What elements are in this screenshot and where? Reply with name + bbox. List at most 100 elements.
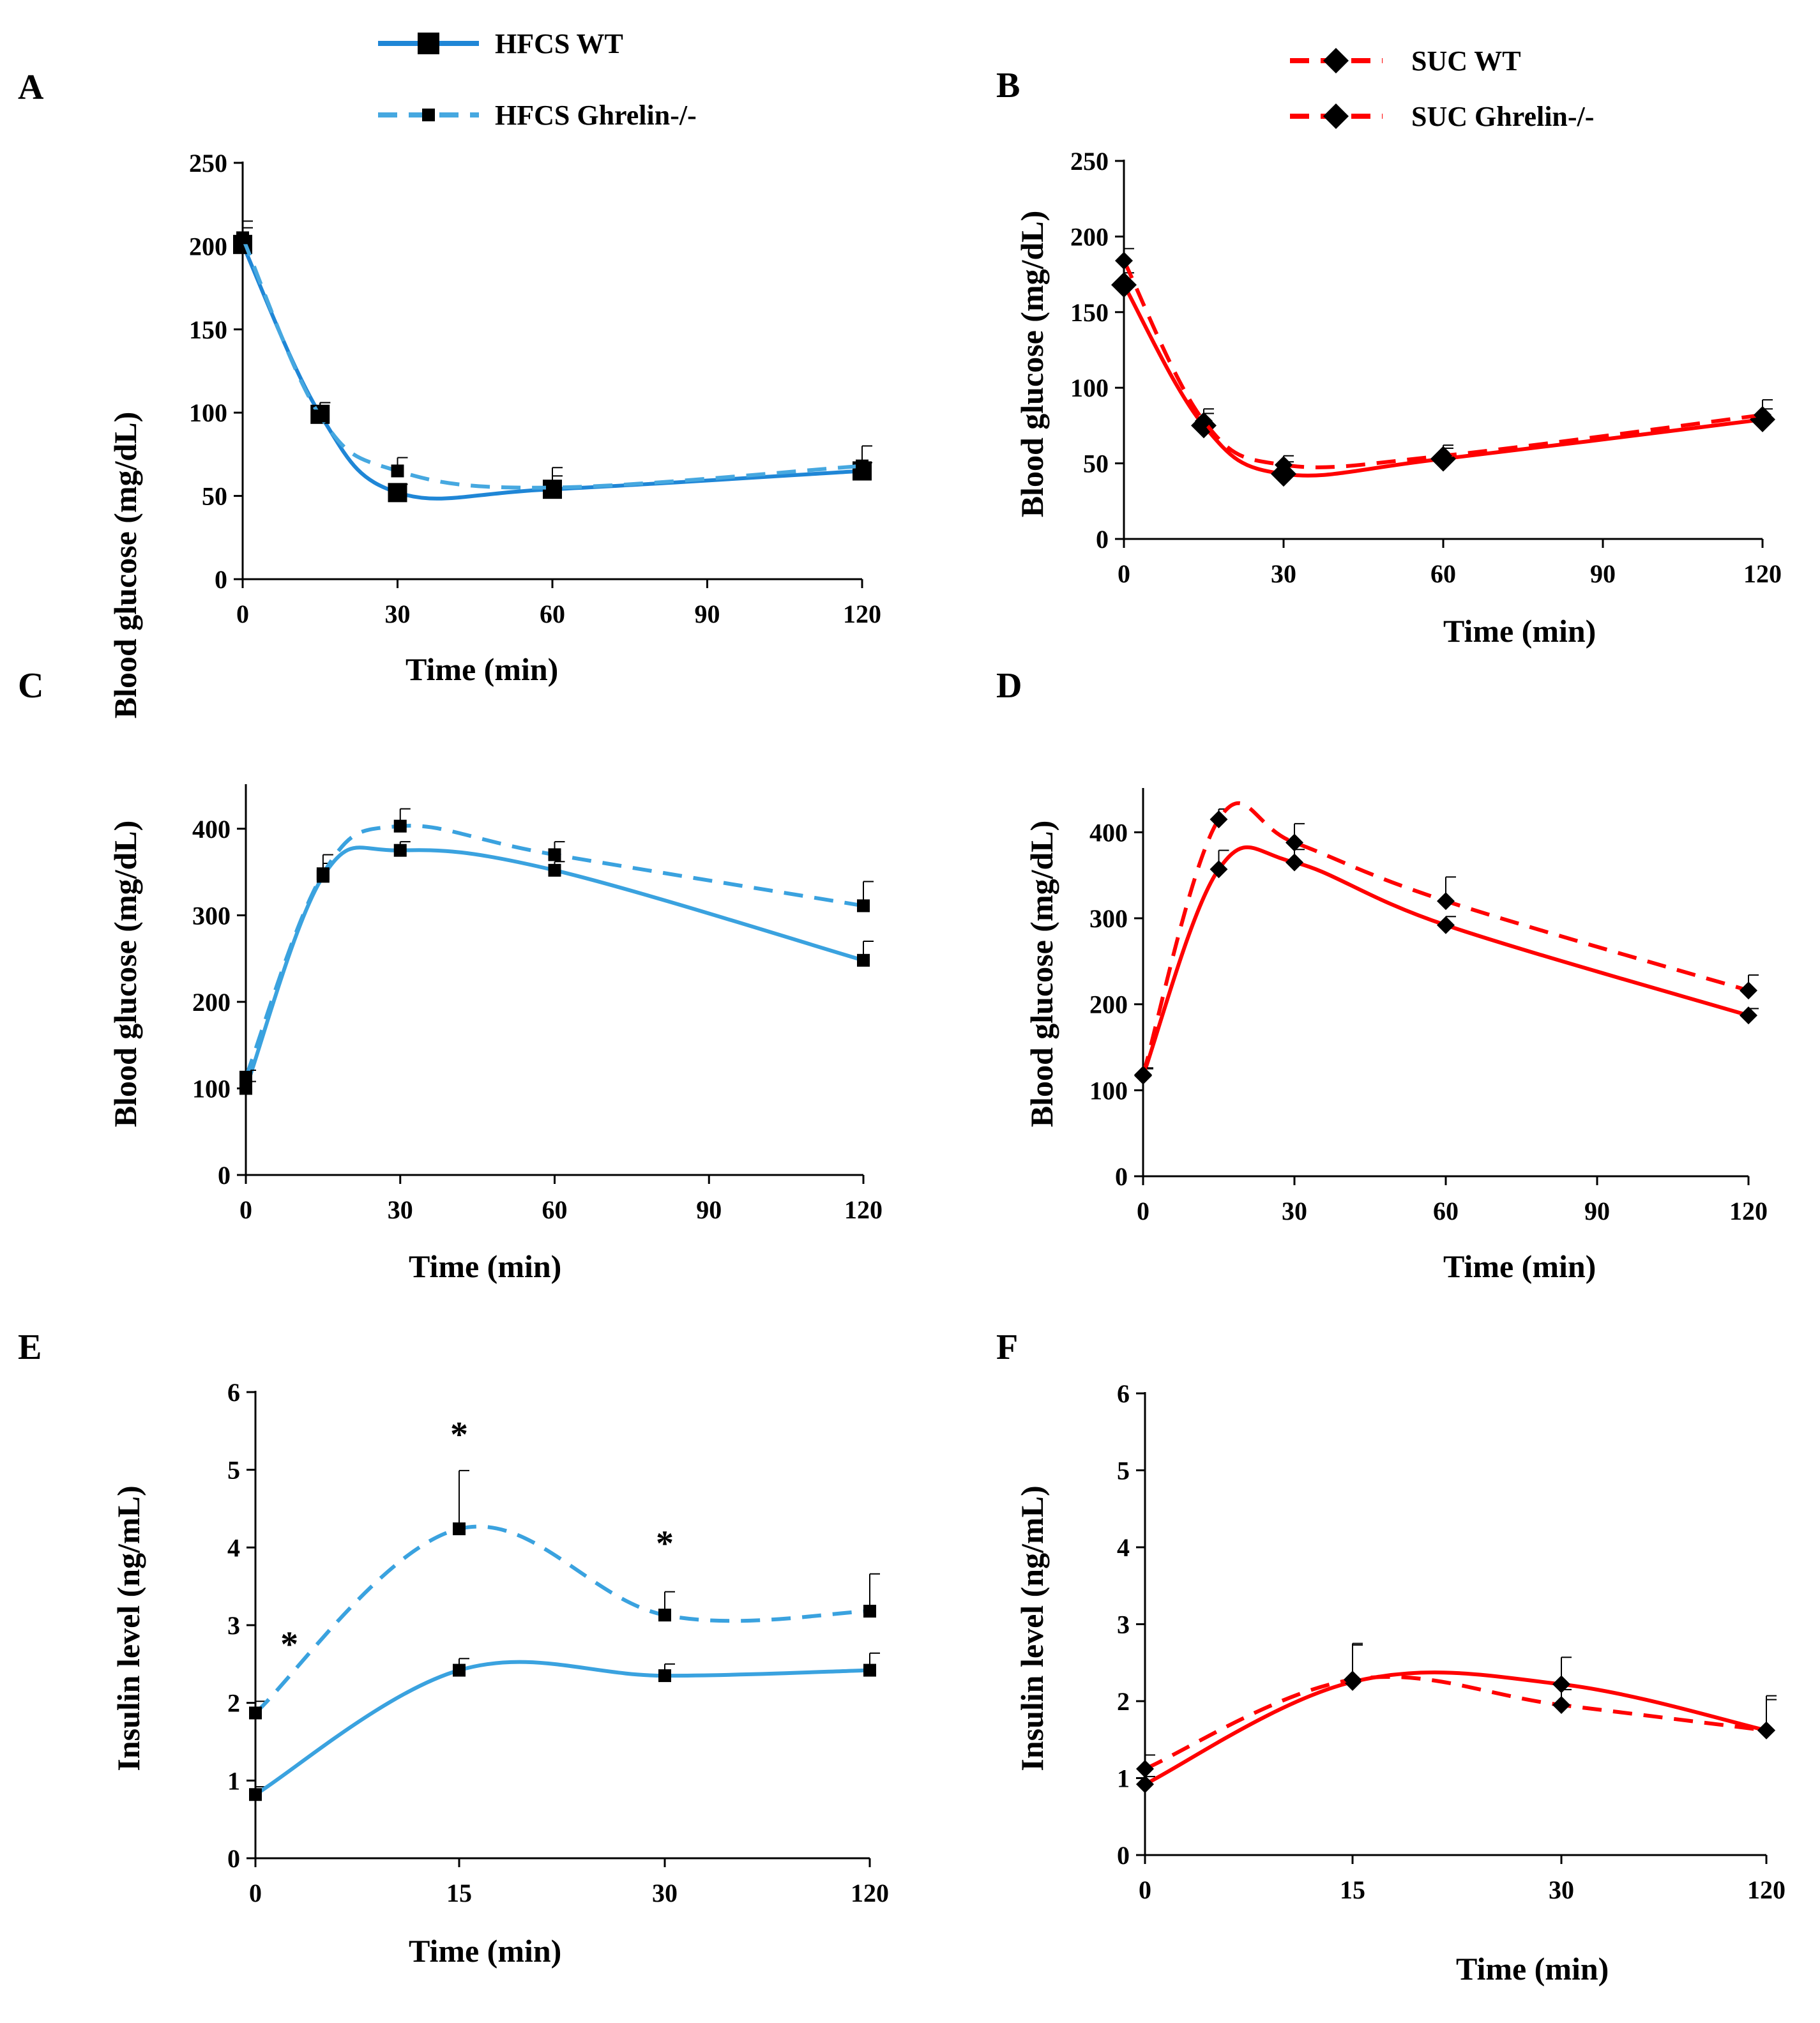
panel-c-ytick-label: 300 (192, 901, 231, 930)
panel-c-xtick-label: 30 (388, 1195, 413, 1224)
panel-e-ytick-label: 6 (227, 1378, 240, 1407)
panel-f-ytick-label: 1 (1117, 1764, 1130, 1793)
panel-c-series-0-point (548, 863, 561, 877)
panel-f-ytick-label: 6 (1117, 1379, 1130, 1408)
panel-e-y-title: Insulin level (ng/mL) (110, 1485, 146, 1771)
panel-b-ytick-label: 200 (1070, 222, 1109, 251)
panel-b-xtick-label: 60 (1430, 559, 1456, 588)
legend-hfcs-ko-marker (422, 109, 435, 121)
panel-f: F 0 1 2 3 4 5 6 0 15 30 120 Time (min) Insulin level … (996, 1328, 1786, 1987)
panel-e-significance-star: * (280, 1625, 298, 1665)
panel-f-series-1-line (1144, 1674, 1767, 1771)
panel-b-x-title: Time (min) (1443, 613, 1596, 649)
panel-b-ytick-label: 50 (1083, 450, 1109, 478)
panel-f-xtick-label: 120 (1747, 1875, 1786, 1904)
panel-d-ytick-label: 100 (1089, 1076, 1128, 1105)
panel-a-series-1-line (241, 237, 863, 490)
panel-d-x-title: Time (min) (1443, 1248, 1596, 1284)
panel-a-letter: A (18, 68, 44, 107)
panel-e-series-0-line (254, 1660, 870, 1796)
panel-f-xtick-label: 30 (1549, 1875, 1574, 1904)
legend-suc: SUC WT SUC Ghrelin-/- (1290, 45, 1594, 132)
panel-b-ytick-label: 0 (1096, 525, 1109, 554)
panel-d-series-0-point (1285, 853, 1303, 872)
panel-a-series-1-point (236, 231, 249, 245)
panel-b-series-1-point (1195, 412, 1213, 430)
panel-f-ytick-label: 3 (1117, 1610, 1130, 1639)
panel-c-xtick-label: 60 (542, 1195, 568, 1224)
panel-d-ytick-label: 400 (1089, 818, 1128, 847)
panel-b-ytick-label: 100 (1070, 374, 1109, 402)
panel-e-ytick-label: 3 (227, 1611, 240, 1640)
panel-b: B 0 50 100 150 200 250 0 30 60 90 120 Time (min) Bloo… (996, 66, 1782, 649)
legend-suc-wt-label: SUC WT (1411, 45, 1521, 77)
panel-d-xtick-label: 120 (1729, 1197, 1768, 1225)
panel-f-series-0-point (1136, 1775, 1154, 1794)
panel-d-series-1-point (1210, 810, 1228, 829)
panel-c-ytick-label: 0 (218, 1161, 231, 1190)
panel-e-series-0-point (863, 1663, 876, 1677)
legend-hfcs: HFCS WT HFCS Ghrelin-/- (378, 28, 697, 131)
panel-a-y-title: Blood glucose (mg/dL) (107, 412, 143, 719)
panel-b-series-1-point (1275, 455, 1293, 474)
panel-d-ytick-label: 300 (1089, 904, 1128, 933)
panel-a-series-1-point (391, 464, 404, 478)
panel-d-y-title: Blood glucose (mg/dL) (1024, 821, 1059, 1128)
panel-d: D 0 100 200 300 400 0 30 60 90 120 Time (min) Blood … (996, 666, 1768, 1284)
panel-f-ytick-label: 4 (1117, 1533, 1130, 1562)
panel-b-series-1-point (1115, 252, 1133, 270)
panel-c-series-1-line (244, 824, 864, 1078)
panel-b-series-0-line (1122, 284, 1763, 478)
panel-c-series-1-point (393, 819, 407, 833)
panel-c-series-1-point (316, 867, 330, 881)
panel-f-series-1-point (1552, 1696, 1570, 1715)
panel-b-ytick-label: 250 (1070, 147, 1109, 176)
panel-f-x-title: Time (min) (1456, 1951, 1609, 1987)
panel-c-series-0-point (393, 844, 407, 857)
panel-e-x-title: Time (min) (409, 1933, 561, 1969)
panel-a-x-title: Time (min) (406, 651, 558, 687)
panel-d-series-0-point (1740, 1006, 1757, 1025)
panel-c-series-1-point (548, 848, 561, 861)
panel-d-series-0-point (1437, 916, 1455, 934)
panel-a-ytick-label: 100 (189, 398, 227, 427)
panel-b-xtick-label: 90 (1590, 559, 1616, 588)
legend-suc-ko-label: SUC Ghrelin-/- (1411, 101, 1594, 132)
panel-d-series-0-point (1210, 860, 1228, 879)
panel-a-series-1-point (314, 409, 327, 423)
panel-d-series-1-point (1134, 1066, 1152, 1084)
panel-a-series-1-point (856, 459, 868, 473)
panel-b-ytick-label: 150 (1070, 298, 1109, 327)
panel-e-letter: E (18, 1328, 42, 1367)
panel-e-ytick-label: 2 (227, 1689, 240, 1718)
panel-e-series-0-point (249, 1788, 262, 1801)
panel-c-ytick-label: 400 (192, 815, 231, 844)
panel-c-series-1-point (239, 1070, 252, 1084)
panel-f-letter: F (996, 1328, 1018, 1367)
panel-d-xtick-label: 90 (1584, 1197, 1610, 1225)
panel-e-ytick-label: 1 (227, 1766, 240, 1795)
panel-f-xtick-label: 15 (1340, 1875, 1365, 1904)
panel-f-series-1-point (1344, 1671, 1361, 1689)
panel-c-ytick-label: 200 (192, 988, 231, 1017)
panel-b-series-1-line (1122, 259, 1763, 469)
panel-a-ytick-label: 50 (202, 482, 227, 511)
panel-f-ytick-label: 0 (1117, 1841, 1130, 1870)
panel-d-series-1-point (1437, 892, 1455, 911)
panel-c-ytick-label: 100 (192, 1074, 231, 1103)
panel-f-series-0-line (1144, 1671, 1767, 1786)
panel-c-series-0-point (239, 1082, 252, 1095)
panel-e-significance-star: * (450, 1415, 468, 1455)
panel-c: C 0 100 200 300 400 0 30 60 90 120 Time (min) Blood … (18, 666, 883, 1284)
panel-a-xtick-label: 120 (843, 600, 881, 628)
legend-hfcs-wt-label: HFCS WT (495, 28, 623, 59)
panel-e-ytick-label: 0 (227, 1844, 240, 1873)
panel-e-series-1-point (453, 1522, 466, 1536)
panel-f-series-0-point (1552, 1675, 1570, 1693)
panel-d-series-0-line (1141, 845, 1749, 1077)
panel-e-significance-star: * (656, 1524, 674, 1564)
panel-a-ytick-label: 200 (189, 232, 227, 261)
panel-d-series-1-line (1141, 801, 1749, 1075)
